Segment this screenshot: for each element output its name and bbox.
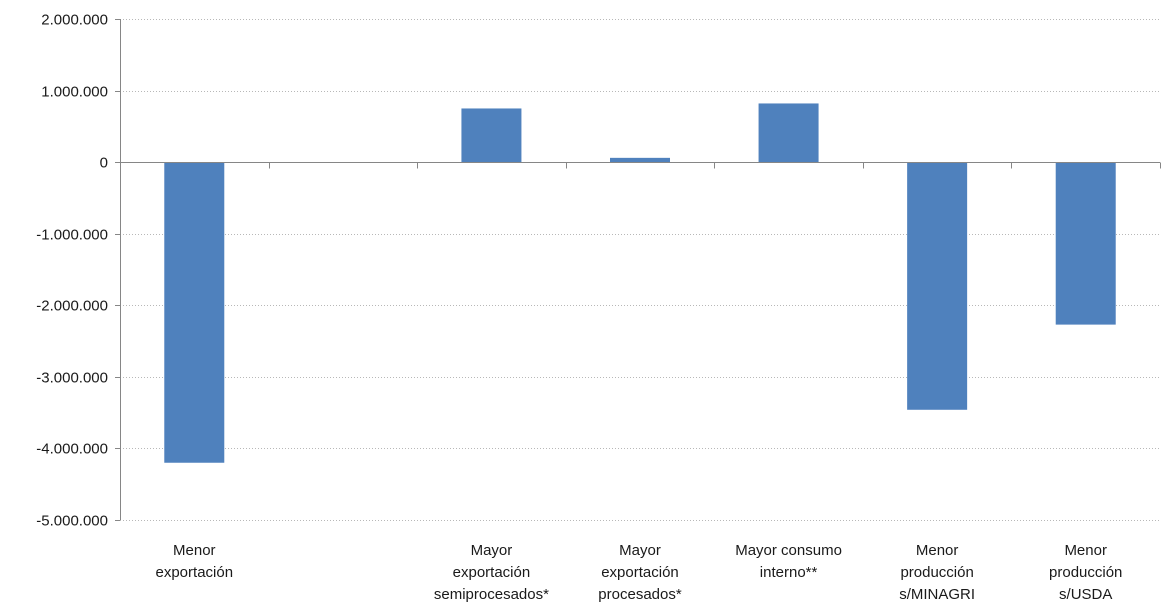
bar xyxy=(164,162,225,463)
gridlines xyxy=(120,19,1160,521)
y-tick-label: 1.000.000 xyxy=(41,84,108,101)
category-label: Mayor consumo interno** xyxy=(735,542,842,581)
y-tick-label: -4.000.000 xyxy=(36,441,108,458)
axes xyxy=(115,19,1161,521)
category-label: Menor exportación xyxy=(156,542,234,581)
y-tick-label: -3.000.000 xyxy=(36,370,108,387)
category-labels: Menor exportación Mayor exportación semiproc… xyxy=(156,542,1123,603)
bars xyxy=(164,103,1116,463)
y-tick-label: -5.000.000 xyxy=(36,513,108,530)
bar xyxy=(610,157,670,163)
bar xyxy=(758,103,819,163)
category-label: Menor producción s/USDA xyxy=(1049,542,1122,603)
bar xyxy=(461,108,522,163)
y-tick-label: 2.000.000 xyxy=(41,12,108,29)
category-label: Mayor exportación semiprocesados* xyxy=(434,542,549,603)
bar xyxy=(907,162,968,410)
y-tick-label: -2.000.000 xyxy=(36,298,108,315)
y-tick-label: -1.000.000 xyxy=(36,227,108,244)
category-label: Mayor exportación procesados* xyxy=(598,542,682,603)
category-label: Menor producción s/MINAGRI xyxy=(899,542,975,603)
y-tick-label: 0 xyxy=(100,155,108,172)
bar xyxy=(1055,162,1116,325)
y-tick-labels: 2.000.000 1.000.000 0 -1.000.000 -2.000.000 -… xyxy=(36,12,108,530)
